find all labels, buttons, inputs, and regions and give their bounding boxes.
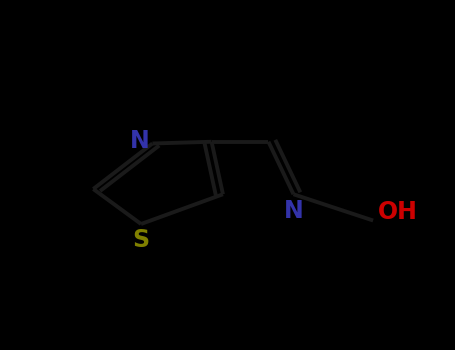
Text: N: N [283,199,303,223]
Text: S: S [132,228,150,252]
Text: N: N [130,129,150,153]
Text: OH: OH [378,200,418,224]
